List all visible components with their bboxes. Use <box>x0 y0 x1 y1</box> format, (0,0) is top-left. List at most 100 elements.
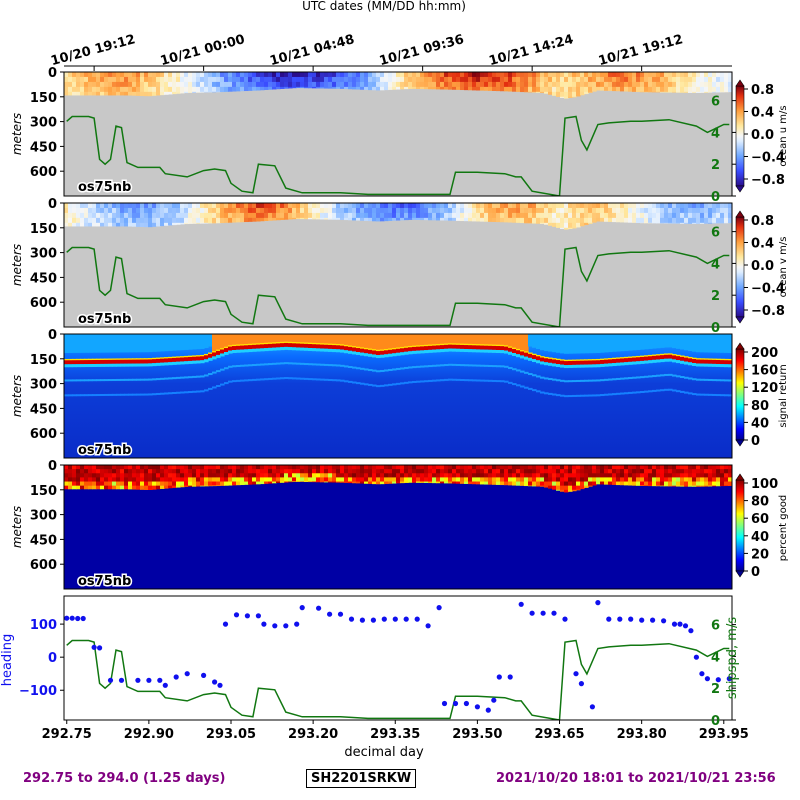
percent-good-cell <box>508 481 513 486</box>
signal-stripe-cell <box>460 364 465 367</box>
percent-good-cell <box>232 481 237 486</box>
signal-red-cell <box>180 357 185 362</box>
ocean-v-cell <box>684 203 689 209</box>
ocean-u-cell <box>380 72 385 78</box>
percent-good-cell <box>608 469 613 474</box>
percent-good-cell <box>660 469 665 474</box>
percent-good-cell <box>544 473 549 478</box>
percent-good-cell <box>488 473 493 478</box>
signal-stripe-cell <box>436 379 441 382</box>
ocean-v-cell <box>64 212 69 219</box>
signal-stripe-cell <box>128 393 133 396</box>
ocean-u-cell <box>492 72 497 78</box>
ocean-v-cell <box>328 212 333 219</box>
ocean-u-cell <box>516 76 521 83</box>
signal-red-cell <box>328 344 333 349</box>
ocean-u-cell <box>216 86 221 93</box>
ocean-v-cell <box>312 212 317 219</box>
ocean-v-cell <box>276 203 281 209</box>
ocean-v-cell <box>448 203 453 209</box>
signal-red-cell <box>596 360 601 365</box>
percent-good-cell <box>604 477 609 482</box>
signal-stripe-cell <box>412 350 417 354</box>
ocean-u-cell <box>64 86 69 93</box>
signal-stripe-cell <box>200 390 205 393</box>
ocean-u-cell <box>636 86 641 93</box>
top-axis-tick-label: 10/20 19:12 <box>49 32 137 69</box>
ocean-u-cell <box>452 81 457 88</box>
ocean-v-cell <box>712 203 717 209</box>
percent-good-cell <box>724 465 729 470</box>
ocean-u-cell <box>448 86 453 90</box>
percent-good-cell <box>444 481 449 484</box>
percent-good-cell <box>240 473 245 478</box>
percent-good-cell <box>380 473 385 478</box>
percent-good-cell <box>308 469 313 474</box>
percent-good-cell <box>324 473 329 478</box>
ocean-u-cell <box>84 81 89 88</box>
ocean-v-cell <box>420 203 425 209</box>
signal-stripe-cell <box>644 375 649 378</box>
percent-good-cell <box>76 473 81 478</box>
ocean-v-cell <box>156 217 161 224</box>
ocean-u-cell <box>408 81 413 88</box>
ocean-v-cell <box>496 217 501 223</box>
ocean-u-cell <box>544 72 549 78</box>
percent-good-cell <box>608 481 613 485</box>
ocean-v-cell <box>416 203 421 209</box>
signal-surface-cell <box>120 334 125 353</box>
ocean-u-cell <box>88 86 93 93</box>
ocean-u-cell <box>712 76 717 83</box>
ocean-u-cell <box>684 72 689 78</box>
percent-good-cell <box>516 465 521 470</box>
signal-red-cell <box>504 346 509 351</box>
signal-stripe-cell <box>608 393 613 396</box>
ocean-v-cell <box>548 203 553 209</box>
signal-stripe-cell <box>584 379 589 382</box>
signal-stripe-cell <box>108 393 113 396</box>
percent-good-cell <box>84 477 89 482</box>
percent-good-cell <box>112 469 117 474</box>
ocean-v-cell <box>492 203 497 209</box>
percent-good-cell <box>440 469 445 474</box>
percent-good-cell <box>188 473 193 478</box>
ocean-u-cell <box>552 86 557 93</box>
ocean-u-cell <box>676 81 681 88</box>
percent-good-cell <box>680 485 685 487</box>
percent-good-cell <box>92 469 97 474</box>
ocean-v-cell <box>196 212 201 219</box>
ocean-v-cell <box>144 207 149 214</box>
ocean-u-cell <box>136 76 141 83</box>
percent-good-cell <box>228 481 233 486</box>
ocean-v-cell <box>296 212 301 219</box>
ocean-v-cell <box>684 212 689 219</box>
signal-stripe-cell <box>604 363 609 367</box>
percent-good-cell <box>664 481 669 486</box>
ocean-u-cell <box>140 76 145 83</box>
ocean-v-cell <box>556 203 561 209</box>
ocean-v-cell <box>172 212 177 219</box>
signal-stripe-cell <box>636 361 641 365</box>
signal-stripe-cell <box>388 353 393 357</box>
percent-good-cell <box>92 465 97 470</box>
ocean-u-cell <box>64 72 69 78</box>
percent-good-cell <box>424 477 429 482</box>
signal-red-cell <box>308 344 313 349</box>
ocean-v-cell <box>640 217 645 224</box>
ocean-v-cell <box>368 212 373 219</box>
ocean-v-cell <box>380 217 385 222</box>
percent-good-cell <box>116 473 121 478</box>
signal-surface-cell <box>540 334 545 351</box>
signal-red-cell <box>196 356 201 361</box>
percent-good-cell <box>628 477 633 482</box>
signal-stripe-cell <box>708 363 713 367</box>
ocean-u-cell <box>96 91 101 96</box>
heading-point <box>162 682 168 688</box>
percent-good-cell <box>72 465 77 470</box>
ocean-u-cell <box>272 86 277 90</box>
colorbar-tick-label: 0.4 <box>751 106 774 121</box>
ocean-v-cell <box>224 212 229 219</box>
ocean-u-cell <box>488 81 493 88</box>
ocean-v-cell <box>528 203 533 209</box>
ocean-v-cell <box>588 207 593 214</box>
